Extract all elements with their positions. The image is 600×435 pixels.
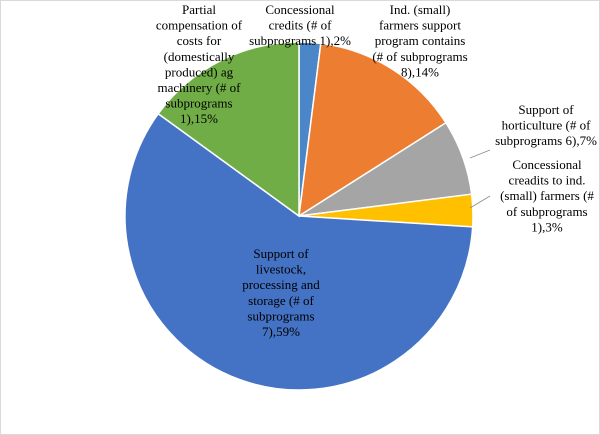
slice-label-2-line-1: horticulture (# of	[502, 118, 591, 133]
slice-label-3-line-4: 1),3%	[531, 219, 563, 234]
slice-label-2-line-0: Support of	[518, 102, 574, 117]
slice-label-4: Support of livestock, processing and storag…	[242, 246, 320, 339]
slice-label-5-line-1: compensation of	[156, 18, 243, 33]
slice-label-5: Partial compensation of costs for (domestic…	[156, 2, 243, 126]
pie-slice-4	[124, 112, 474, 391]
slice-label-3-line-2: (small) farmers (#	[500, 188, 594, 203]
leader-lines	[469, 149, 491, 209]
slice-label-0-line-0: Concessional	[265, 2, 335, 17]
slice-label-4-line-1: livestock,	[256, 262, 306, 277]
leader-line-2	[469, 149, 491, 159]
slice-label-5-line-4: produced) ag	[165, 64, 234, 79]
slice-label-2-line-2: subprograms 6),7%	[495, 133, 597, 148]
slice-label-4-line-2: processing and	[242, 277, 320, 292]
slice-label-1-line-3: (# of subprograms	[372, 49, 467, 64]
slice-label-0-line-1: credits (# of	[269, 18, 332, 33]
slice-label-3: Concessional creadits to ind. (small) farm…	[500, 157, 594, 234]
slice-label-3-line-1: creadits to ind.	[509, 173, 586, 188]
slice-label-4-line-0: Support of	[253, 246, 309, 261]
slice-label-5-line-3: (domestically	[164, 49, 235, 64]
slice-label-4-line-4: subprograms	[247, 308, 314, 323]
slice-labels: Concessional credits (# of subprograms 1),…	[156, 2, 597, 339]
slice-label-1-line-4: 8),14%	[401, 64, 439, 79]
slice-label-4-line-3: storage (# of	[248, 293, 314, 308]
slice-label-3-line-3: of subprograms	[506, 204, 587, 219]
slice-label-1: Ind. (small) farmers support program conta…	[372, 2, 467, 79]
slice-label-5-line-0: Partial	[182, 2, 216, 17]
slice-label-0: Concessional credits (# of subprograms 1),…	[249, 2, 351, 48]
slice-label-5-line-6: subprograms	[165, 96, 232, 111]
slice-label-1-line-2: program contains	[375, 33, 466, 48]
pie-slice-1	[298, 42, 447, 218]
slice-label-0-line-2: subprograms 1),2%	[249, 33, 351, 48]
slice-label-1-line-0: Ind. (small)	[390, 2, 451, 17]
slice-label-5-line-5: machinery (# of	[157, 80, 241, 95]
pie-slices	[124, 41, 474, 391]
slice-label-5-line-2: costs for	[177, 33, 222, 48]
leader-line-3	[469, 195, 491, 209]
slice-label-1-line-1: farmers support	[379, 18, 461, 33]
pie-slice-5	[157, 41, 300, 218]
slice-label-5-line-7: 1),15%	[180, 111, 218, 126]
slice-label-4-line-5: 7),59%	[262, 324, 300, 339]
slice-label-3-line-0: Concessional	[512, 157, 582, 172]
slice-label-2: Support of horticulture (# of subprograms …	[495, 102, 597, 148]
